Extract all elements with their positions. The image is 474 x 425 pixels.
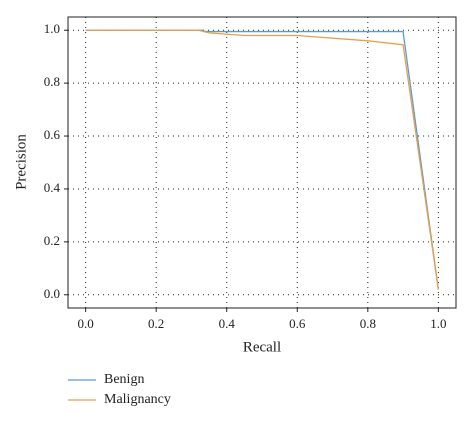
legend-label: Benign	[104, 372, 144, 387]
y-tick-label: 0.0	[44, 286, 60, 301]
series-line	[85, 29, 440, 290]
legend-label: Malignancy	[104, 392, 171, 407]
y-tick-label: 0.4	[44, 180, 61, 195]
y-tick-label: 0.8	[44, 74, 60, 89]
x-tick-label: 0.8	[360, 316, 376, 331]
x-tick-label: 0.4	[219, 316, 236, 331]
y-tick-label: 1.0	[44, 21, 60, 36]
y-tick-label: 0.6	[44, 127, 61, 142]
y-axis-label: Precision	[13, 134, 29, 190]
x-tick-label: 0.2	[148, 316, 164, 331]
y-tick-label: 0.2	[44, 233, 60, 248]
x-tick-label: 0.0	[78, 316, 94, 331]
x-tick-label: 0.6	[289, 316, 306, 331]
plot-frame	[67, 16, 457, 309]
x-tick-label: 1.0	[430, 316, 446, 331]
series-line	[85, 29, 440, 290]
x-axis-label: Recall	[243, 339, 281, 355]
